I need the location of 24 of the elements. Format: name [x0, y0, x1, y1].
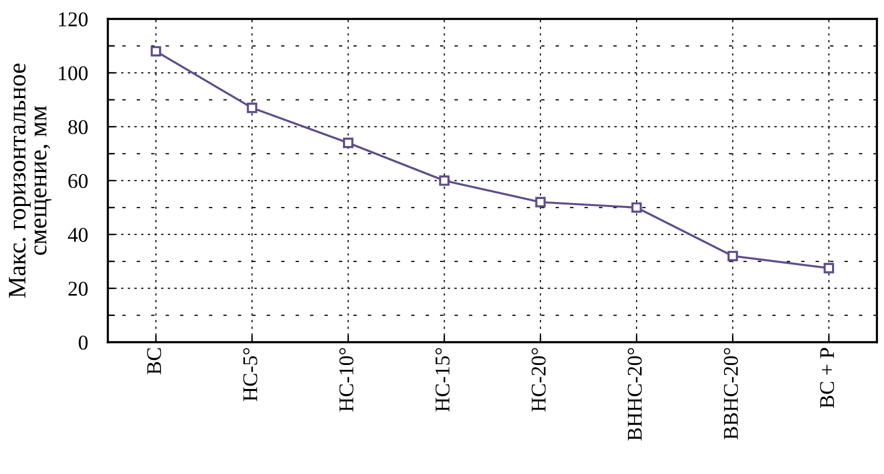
y-axis-title: Макс. горизонтальное смещение, мм: [8, 64, 52, 298]
point: [342, 138, 354, 148]
x-tick-label: НС-15°: [435, 348, 450, 412]
y-tick-label: 80: [68, 120, 88, 134]
x-tick-label: НС-5°: [243, 348, 258, 402]
x-tick-label: ВС + Р: [820, 348, 834, 408]
point: [150, 46, 162, 56]
y-tick-label: 60: [68, 174, 88, 188]
y-tick-label: 20: [68, 282, 88, 296]
x-tick-label: ВВНС-20°: [724, 348, 738, 440]
x-tick-label: НС-10°: [339, 348, 354, 412]
point: [631, 202, 642, 213]
y-tick-label: 0: [78, 336, 88, 350]
x-tick-label: ВС: [147, 348, 162, 374]
y-tick-label: 120: [58, 12, 88, 26]
point: [246, 102, 258, 114]
y-tick-label: 40: [68, 228, 88, 242]
x-tick-label: НС-20°: [532, 348, 546, 412]
y-tick-label: 100: [58, 66, 88, 80]
point: [439, 175, 450, 186]
x-tick-label: ВННС-20°: [628, 348, 642, 440]
point: [728, 250, 738, 262]
point: [535, 196, 546, 208]
point: [824, 262, 834, 274]
